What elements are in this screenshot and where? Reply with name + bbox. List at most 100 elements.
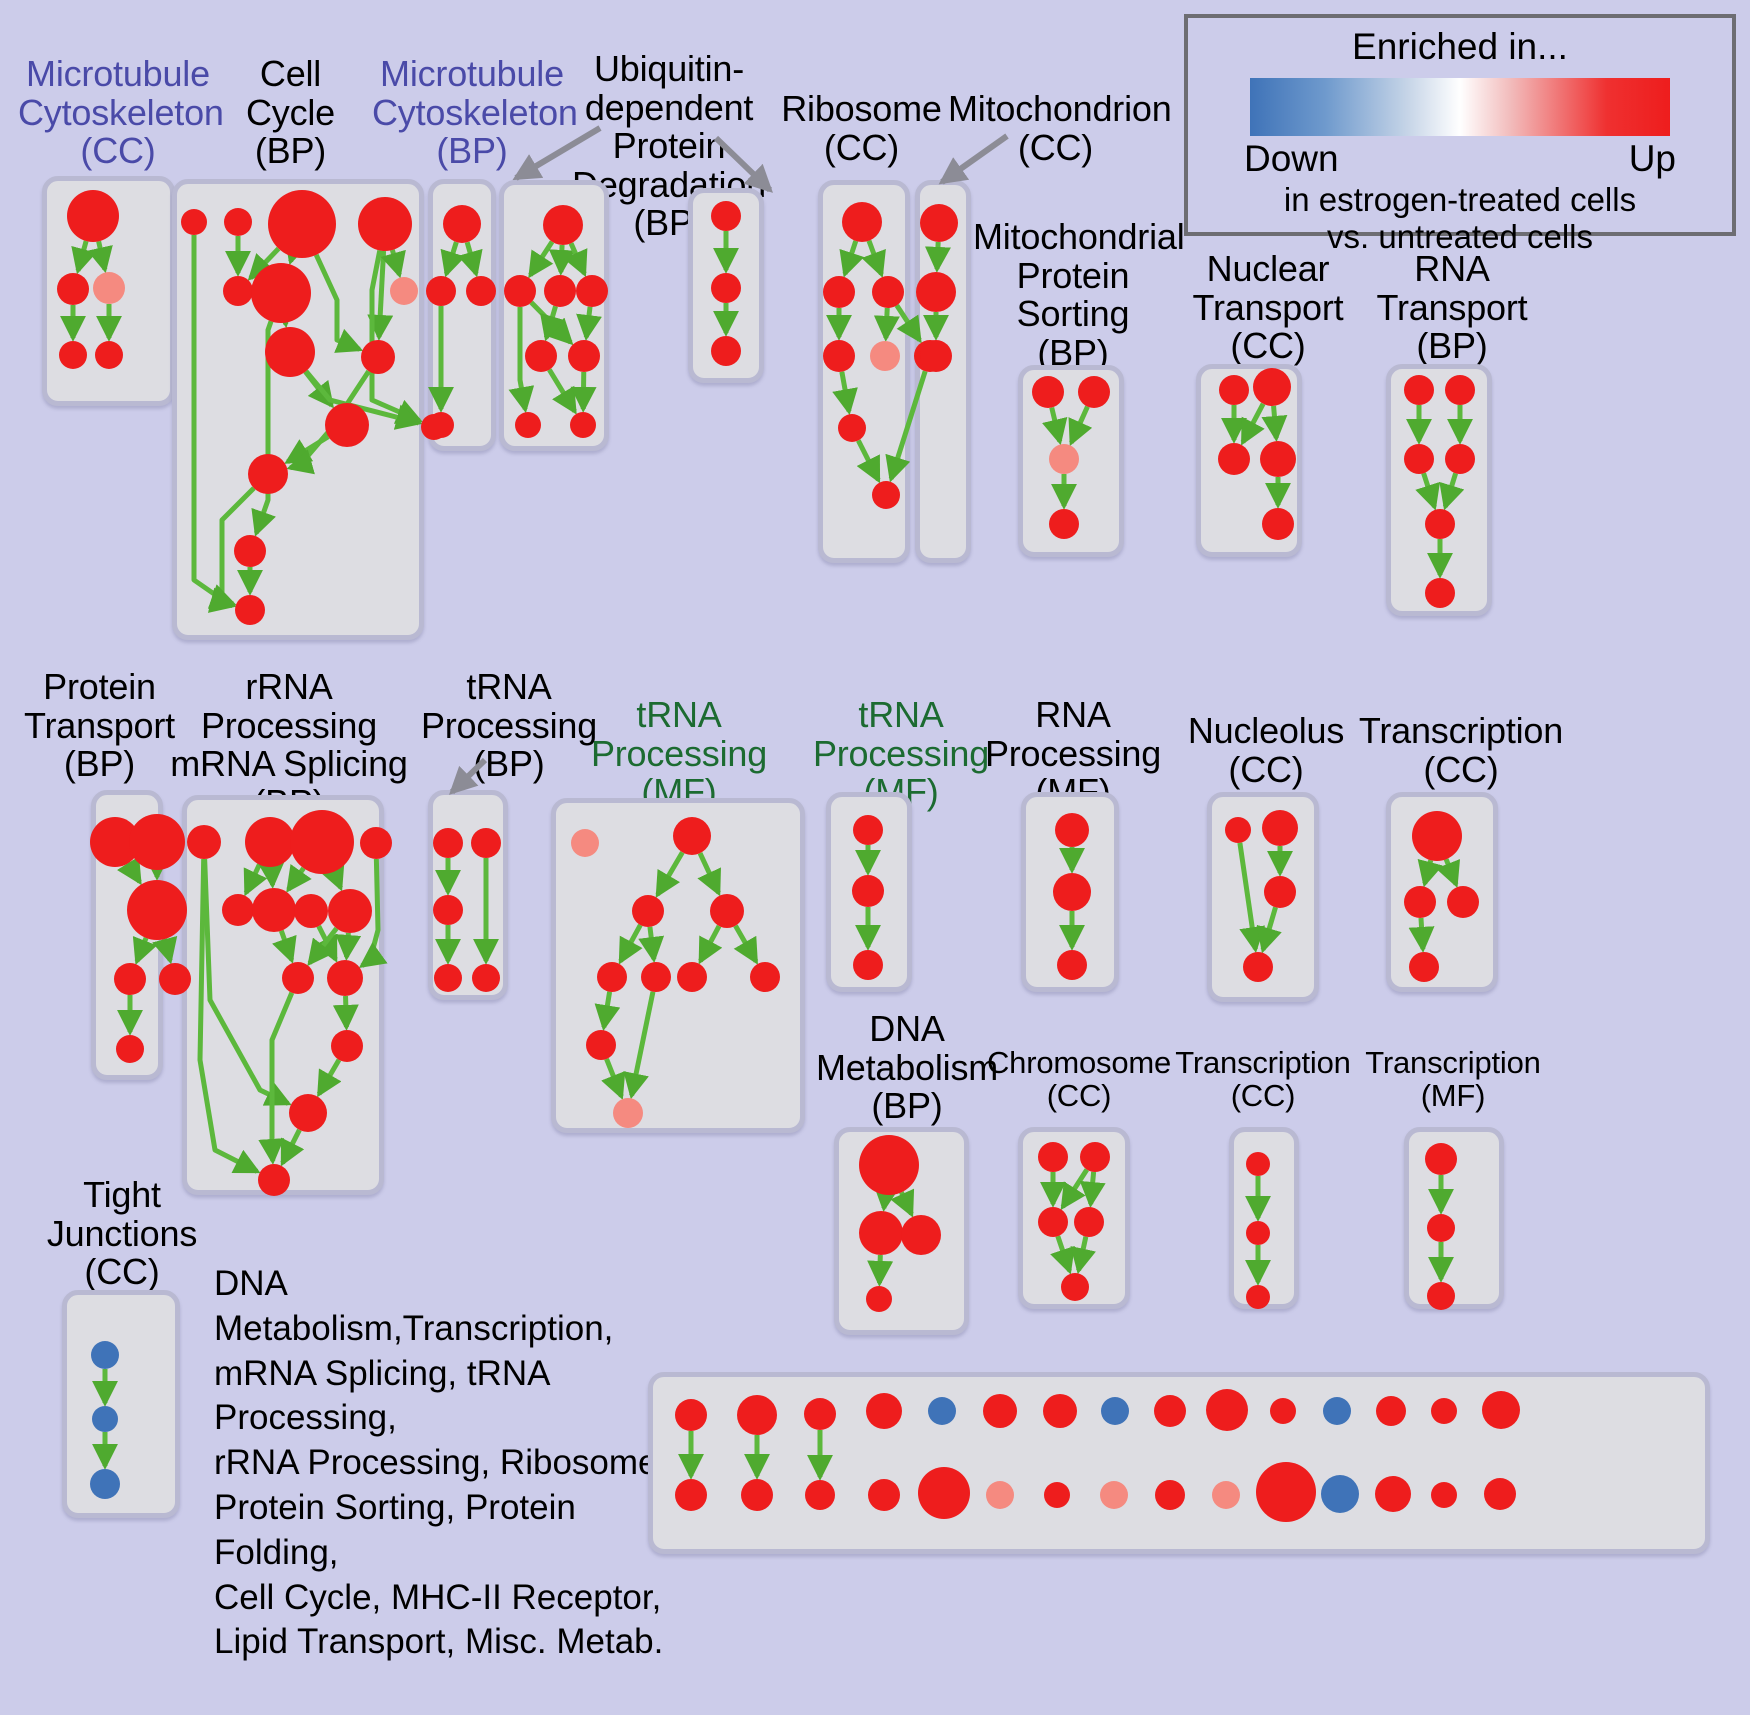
network-node — [358, 197, 412, 251]
network-node — [1264, 876, 1296, 908]
cluster-label-chromosome-cc: Chromosome (CC) — [986, 1045, 1172, 1114]
network-node — [434, 964, 462, 992]
network-node — [920, 340, 952, 372]
network-node — [576, 275, 608, 307]
network-node — [258, 1164, 290, 1196]
network-node — [1246, 1285, 1270, 1309]
network-node — [426, 276, 456, 306]
network-node — [328, 889, 372, 933]
network-node — [750, 962, 780, 992]
cluster-label-nuclear-transport-cc: Nuclear Transport (CC) — [1192, 248, 1344, 367]
network-node — [327, 960, 363, 996]
network-node — [360, 827, 392, 859]
network-node — [711, 336, 741, 366]
network-node — [433, 895, 463, 925]
network-node — [289, 1094, 327, 1132]
network-node — [675, 1399, 707, 1431]
network-node — [325, 403, 369, 447]
network-node — [1431, 1482, 1457, 1508]
network-node — [586, 1030, 616, 1060]
network-node — [294, 894, 328, 928]
cluster-label-transcription-cc-row2: Transcription (CC) — [1358, 710, 1564, 790]
network-node — [443, 205, 481, 243]
network-node — [1409, 952, 1439, 982]
network-node — [471, 828, 501, 858]
network-node — [222, 894, 254, 926]
network-node — [1038, 1142, 1068, 1172]
network-node — [1101, 1397, 1129, 1425]
cluster-label-ribosome-cc: Ribosome (CC) — [781, 88, 942, 168]
cluster-label-mitochondrial-protein-sorting-bp: Mitochondrial Protein Sorting (BP) — [973, 216, 1185, 373]
network-node — [1243, 952, 1273, 982]
network-node — [1049, 444, 1079, 474]
network-node — [181, 209, 207, 235]
network-node — [920, 204, 958, 242]
network-node — [928, 1397, 956, 1425]
network-node — [544, 275, 576, 307]
network-node — [842, 202, 882, 242]
network-node — [57, 273, 89, 305]
network-node — [1445, 375, 1475, 405]
network-node — [983, 1394, 1017, 1428]
network-node — [641, 962, 671, 992]
network-node — [859, 1211, 903, 1255]
network-node — [1043, 1394, 1077, 1428]
network-node — [859, 1135, 919, 1195]
network-node — [1262, 810, 1298, 846]
network-node — [1100, 1481, 1128, 1509]
network-node — [1256, 1462, 1316, 1522]
network-node — [1055, 813, 1089, 847]
network-node — [1431, 1398, 1457, 1424]
network-node — [234, 535, 266, 567]
network-node — [1404, 375, 1434, 405]
network-node — [543, 205, 583, 245]
panel-tight-junctions-cc — [62, 1290, 180, 1518]
network-node — [92, 1406, 118, 1432]
network-node — [1044, 1482, 1070, 1508]
network-node — [1061, 1273, 1089, 1301]
network-node — [853, 950, 883, 980]
network-node — [59, 341, 87, 369]
cluster-label-transcription-mf: Transcription (MF) — [1365, 1045, 1541, 1114]
legend-down-label: Down — [1244, 138, 1339, 179]
cluster-label-rna-transport-bp: RNA Transport (BP) — [1376, 248, 1528, 367]
network-node — [127, 880, 187, 940]
network-node — [1219, 375, 1249, 405]
network-node — [675, 1479, 707, 1511]
network-node — [1445, 444, 1475, 474]
network-node — [235, 595, 265, 625]
cluster-label-transcription-cc-row3: Transcription (CC) — [1175, 1045, 1351, 1114]
cluster-label-microtubule-cytoskeleton-cc: Microtubule Cytoskeleton (CC) — [18, 53, 224, 172]
cluster-label-tight-junctions-cc: Tight Junctions (CC) — [46, 1174, 198, 1293]
network-node — [114, 963, 146, 995]
cluster-label-cell-cycle-bp: Cell Cycle (BP) — [245, 53, 336, 172]
network-node — [1260, 441, 1296, 477]
network-node — [1404, 886, 1436, 918]
network-node — [504, 275, 536, 307]
network-node — [1427, 1214, 1455, 1242]
network-node — [466, 276, 496, 306]
network-node — [916, 272, 956, 312]
legend-up-label: Up — [1628, 138, 1676, 179]
network-node — [331, 1030, 363, 1062]
network-node — [1375, 1476, 1411, 1512]
network-node — [1404, 444, 1434, 474]
network-node — [525, 340, 557, 372]
network-node — [433, 828, 463, 858]
network-node — [901, 1215, 941, 1255]
network-node — [613, 1098, 643, 1128]
network-node — [1425, 1143, 1457, 1175]
legend-box: Enriched in... Down Up in estrogen-treat… — [1184, 14, 1736, 255]
network-node — [1482, 1391, 1520, 1429]
network-node — [159, 963, 191, 995]
network-node — [1427, 1282, 1455, 1310]
network-node — [711, 201, 741, 231]
network-node — [872, 481, 900, 509]
network-node — [252, 888, 296, 932]
network-node — [282, 962, 314, 994]
network-node — [870, 341, 900, 371]
network-node — [1032, 376, 1064, 408]
network-node — [872, 276, 904, 308]
network-node — [1412, 811, 1462, 861]
